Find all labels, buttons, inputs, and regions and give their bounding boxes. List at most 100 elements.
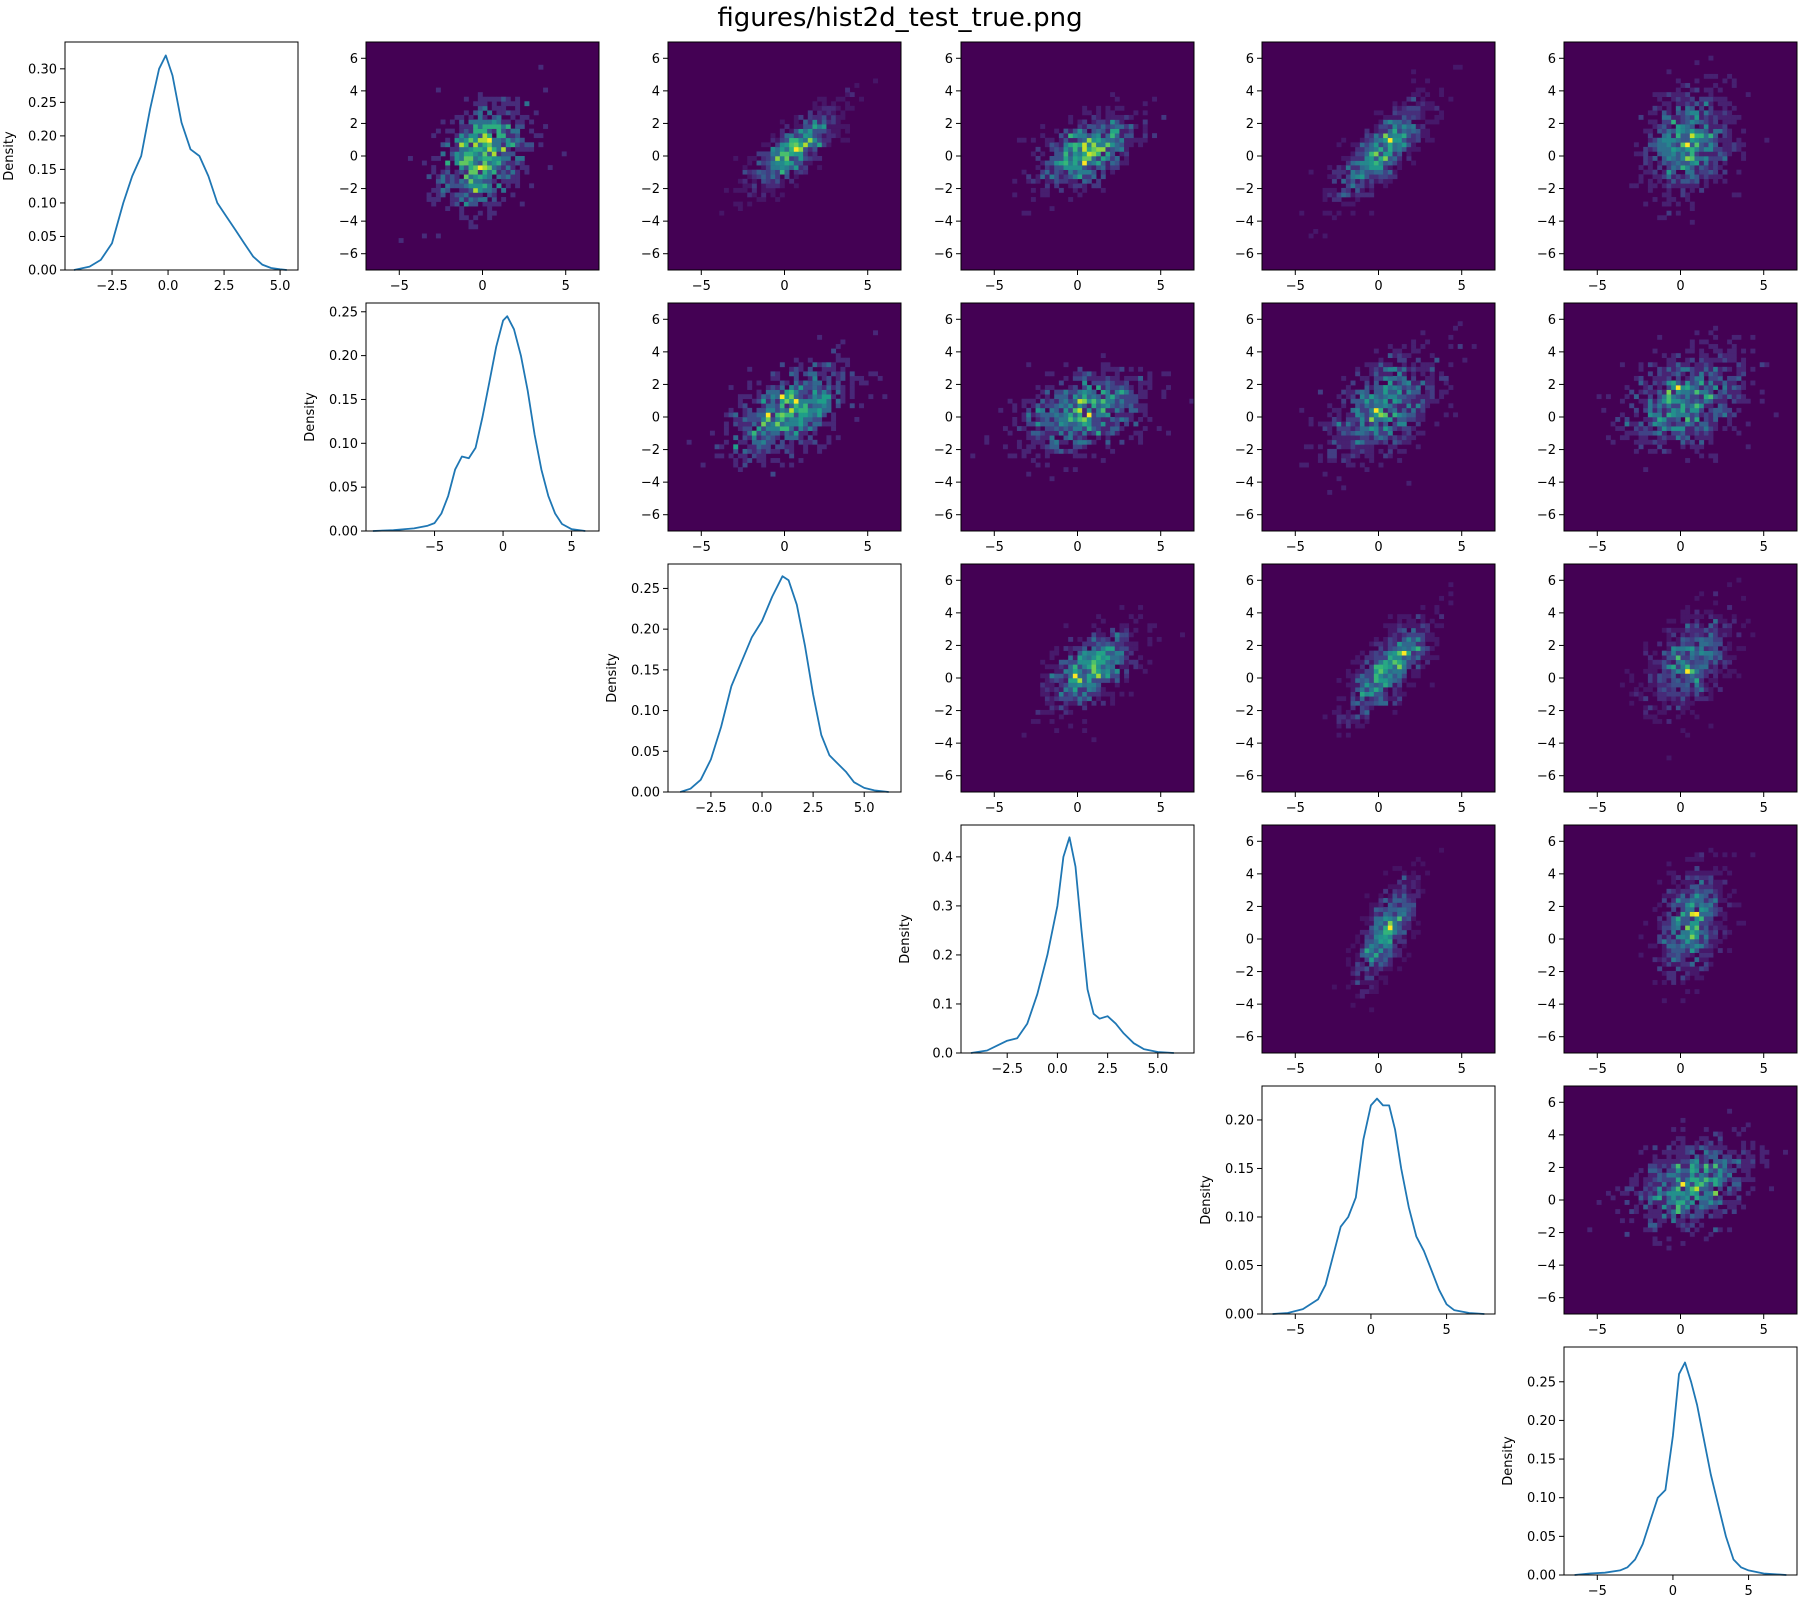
- panel-h35-bin: [1671, 916, 1677, 922]
- panel-h12-bin: [831, 371, 837, 377]
- panel-d5-ytick-label-0_2: 0.20: [1527, 1414, 1556, 1429]
- panel-h13-bin: [1128, 389, 1134, 395]
- panel-d2-xtick-label-5: 5.0: [854, 801, 875, 816]
- panel-h03-bin: [1016, 137, 1022, 143]
- panel-h23-bin: [1100, 700, 1106, 706]
- panel-h24-bin: [1341, 719, 1347, 724]
- panel-h34-bin: [1406, 888, 1412, 894]
- panel-h01-bin: [524, 101, 530, 107]
- panel-h34-bin: [1387, 961, 1393, 967]
- panel-h02-bin: [817, 156, 823, 161]
- panel-h04-bin: [1369, 160, 1375, 166]
- panel-h12-bin: [779, 412, 785, 418]
- panel-h14-bin: [1359, 430, 1365, 436]
- panel-h23-bin: [1110, 700, 1116, 706]
- panel-h25-bin: [1638, 696, 1644, 702]
- panel-h02-bin: [835, 124, 841, 129]
- panel-h25-bin: [1675, 636, 1681, 642]
- panel-h05-bin: [1652, 105, 1658, 111]
- panel-h12-bin: [779, 398, 785, 404]
- panel-h15-bin: [1666, 426, 1672, 431]
- panel-h24-bin: [1411, 659, 1417, 665]
- panel-h05-bin: [1671, 146, 1677, 152]
- panel-h04-bin: [1420, 114, 1426, 120]
- panel-h01-bin: [524, 169, 530, 175]
- panel-h01-xtick-label-5: 5: [562, 279, 570, 294]
- panel-h24-bin: [1359, 659, 1365, 665]
- panel-h35-bin: [1694, 939, 1700, 944]
- panel-h13-bin: [1091, 439, 1097, 445]
- panel-h12-bin: [765, 444, 771, 450]
- panel-h14-bin: [1355, 398, 1361, 404]
- panel-h15-bin: [1661, 371, 1667, 377]
- panel-h35-bin: [1675, 902, 1681, 908]
- panel-h25-bin: [1713, 678, 1719, 683]
- panel-h04-bin: [1420, 96, 1426, 102]
- panel-h03-bin: [1110, 92, 1116, 98]
- panel-h34-bin: [1373, 961, 1379, 967]
- panel-h01-bin: [487, 156, 493, 161]
- panel-h14-bin: [1364, 426, 1370, 431]
- panel-h05-bin: [1685, 114, 1691, 120]
- panel-h23-bin: [1110, 696, 1116, 702]
- panel-h24-bin: [1383, 646, 1389, 651]
- panel-d0-xtick-label-0: 0.0: [158, 279, 179, 294]
- panel-h23-bin: [1100, 687, 1106, 692]
- panel-h25-bin: [1689, 682, 1695, 688]
- panel-h13-bin: [1128, 366, 1134, 372]
- panel-h01-bin: [463, 133, 469, 139]
- panel-h03-bin: [1091, 128, 1097, 134]
- panel-h01-bin: [505, 174, 511, 180]
- panel-h01-bin: [496, 137, 502, 143]
- panel-h04-bin: [1327, 187, 1333, 193]
- panel-h23-bin: [1058, 696, 1064, 702]
- panel-h13-bin: [1044, 435, 1050, 441]
- panel-h05-bin: [1722, 128, 1728, 134]
- panel-h25-bin: [1722, 618, 1728, 624]
- panel-h24-bin: [1420, 614, 1426, 620]
- panel-h23-bin: [1096, 659, 1102, 665]
- panel-h04-bin: [1397, 119, 1403, 125]
- panel-h24-bin: [1392, 664, 1398, 670]
- panel-h03-bin: [1100, 137, 1106, 143]
- panel-h05-bin: [1666, 169, 1672, 175]
- panel-h24-bin: [1392, 682, 1398, 688]
- panel-h02-bin: [775, 174, 781, 180]
- panel-h34-bin: [1364, 929, 1370, 935]
- panel-h25-bin: [1671, 627, 1677, 633]
- panel-h14-bin: [1392, 435, 1398, 441]
- panel-h13-bin: [1035, 453, 1041, 459]
- panel-h01-bin: [491, 96, 497, 102]
- panel-h14-bin: [1359, 403, 1365, 409]
- panel-h34-bin: [1397, 952, 1403, 958]
- panel-h02-bin: [733, 201, 739, 207]
- panel-h35-bin: [1666, 970, 1672, 976]
- panel-h34-bin: [1378, 939, 1384, 944]
- panel-h14-bin: [1364, 389, 1370, 395]
- panel-h35-bin: [1699, 907, 1705, 912]
- panel-h04-bin: [1359, 137, 1365, 143]
- panel-h15-bin: [1657, 444, 1663, 450]
- panel-h35-bin: [1727, 870, 1733, 876]
- panel-h05-bin: [1736, 114, 1742, 120]
- panel-h03-bin: [1040, 133, 1046, 139]
- panel-h15-bin: [1745, 421, 1751, 427]
- panel-h04-bin: [1355, 187, 1361, 193]
- panel-h05-bin: [1699, 187, 1705, 193]
- panel-h12-bin: [756, 426, 762, 431]
- panel-h35-bin: [1708, 888, 1714, 894]
- panel-h05-bin: [1694, 101, 1700, 107]
- panel-h14-bin: [1406, 389, 1412, 395]
- panel-h13-bin: [1077, 435, 1083, 441]
- panel-h13-bin: [1128, 417, 1134, 422]
- panel-h01-bin: [496, 201, 502, 207]
- panel-h02-bin: [747, 156, 753, 161]
- panel-h03-bin: [1096, 119, 1102, 125]
- panel-h25-bin: [1675, 696, 1681, 702]
- panel-h04-bin: [1341, 137, 1347, 143]
- panel-h03-bin: [1100, 142, 1106, 148]
- panel-h34-bin: [1387, 920, 1393, 926]
- panel-h35-bin: [1666, 957, 1672, 963]
- panel-h25-bin: [1722, 650, 1728, 656]
- panel-h34-bin: [1387, 902, 1393, 908]
